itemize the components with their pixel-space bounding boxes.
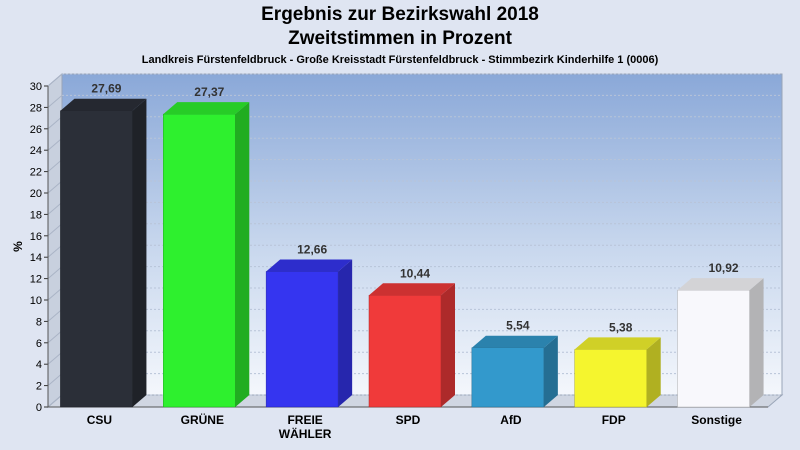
bar bbox=[368, 295, 442, 408]
bar-top bbox=[369, 283, 455, 296]
grid-line-side bbox=[47, 73, 63, 87]
bar-side bbox=[338, 259, 353, 407]
bar bbox=[60, 110, 133, 408]
bar-side bbox=[543, 335, 558, 407]
y-tick-label: 30 bbox=[30, 81, 42, 93]
grid-line-side bbox=[47, 159, 63, 172]
x-tick-label: Sonstige bbox=[691, 413, 742, 427]
y-tick-label: 10 bbox=[30, 295, 42, 307]
grid-line-side bbox=[47, 309, 63, 322]
y-tick-label: 12 bbox=[30, 274, 42, 286]
y-tick-label: 26 bbox=[30, 124, 42, 136]
bar bbox=[471, 347, 545, 408]
bar-top bbox=[163, 102, 250, 115]
y-tick-label: 28 bbox=[30, 102, 42, 114]
y-axis-label: % bbox=[11, 241, 25, 252]
y-tick-label: 14 bbox=[30, 252, 42, 264]
y-tick-label: 8 bbox=[36, 316, 42, 328]
x-tick-label: AfD bbox=[500, 413, 522, 427]
x-tick-label: WÄHLER bbox=[279, 426, 332, 441]
data-label: 10,92 bbox=[709, 261, 739, 275]
grid-line-side bbox=[47, 137, 63, 151]
y-tick-label: 0 bbox=[36, 402, 42, 414]
data-label: 27,69 bbox=[91, 82, 121, 96]
chart-title: Ergebnis zur Bezirkswahl 2018 bbox=[261, 4, 539, 25]
y-tick-label: 24 bbox=[30, 145, 42, 157]
data-label: 12,66 bbox=[297, 243, 327, 257]
bar bbox=[265, 271, 339, 408]
bar-side bbox=[749, 278, 764, 407]
x-tick-label: FDP bbox=[602, 413, 626, 427]
bar bbox=[163, 113, 236, 408]
bar-top bbox=[574, 337, 661, 350]
y-tick-label: 22 bbox=[30, 167, 42, 179]
bar-top bbox=[266, 259, 353, 272]
grid-line-side bbox=[47, 95, 63, 108]
y-tick-label: 6 bbox=[36, 338, 42, 350]
x-tick-label: GRÜNE bbox=[181, 412, 224, 427]
data-label: 5,54 bbox=[506, 319, 530, 333]
plot-side-wall bbox=[47, 72, 63, 409]
x-tick-label: CSU bbox=[87, 413, 112, 427]
grid-line-side bbox=[47, 202, 63, 215]
chart-caption: Landkreis Fürstenfeldbruck - Große Kreis… bbox=[141, 54, 659, 66]
grid-line-side bbox=[47, 180, 63, 194]
bar-side bbox=[235, 102, 250, 408]
bar bbox=[677, 289, 750, 408]
grid-line-side bbox=[47, 116, 63, 130]
y-tick-label: 4 bbox=[36, 359, 42, 371]
x-tick-label: FREIE bbox=[287, 413, 322, 427]
bar bbox=[574, 349, 647, 408]
data-label: 10,44 bbox=[400, 266, 430, 280]
bar-side bbox=[132, 98, 147, 407]
chart-subtitle: Zweitstimmen in Prozent bbox=[288, 28, 512, 49]
y-tick-label: 16 bbox=[30, 231, 42, 243]
bar-top bbox=[677, 278, 764, 291]
data-label: 27,37 bbox=[194, 85, 224, 99]
x-tick-label: SPD bbox=[396, 413, 421, 427]
grid-line-side bbox=[47, 244, 63, 258]
bar-side bbox=[646, 337, 661, 407]
y-tick-label: 20 bbox=[30, 188, 42, 200]
bar-top bbox=[471, 335, 558, 348]
grid-line-side bbox=[47, 373, 63, 386]
grid-line-side bbox=[47, 330, 63, 344]
grid-line-side bbox=[47, 266, 63, 279]
grid-line-side bbox=[47, 394, 63, 408]
data-label: 5,38 bbox=[609, 320, 633, 334]
grid-line-side bbox=[47, 223, 63, 237]
bar-top bbox=[60, 98, 147, 111]
grid-line-side bbox=[47, 351, 63, 365]
grid-line-side bbox=[47, 287, 63, 301]
bar-side bbox=[441, 283, 455, 407]
y-tick-label: 18 bbox=[30, 209, 42, 221]
y-tick-label: 2 bbox=[36, 381, 42, 393]
